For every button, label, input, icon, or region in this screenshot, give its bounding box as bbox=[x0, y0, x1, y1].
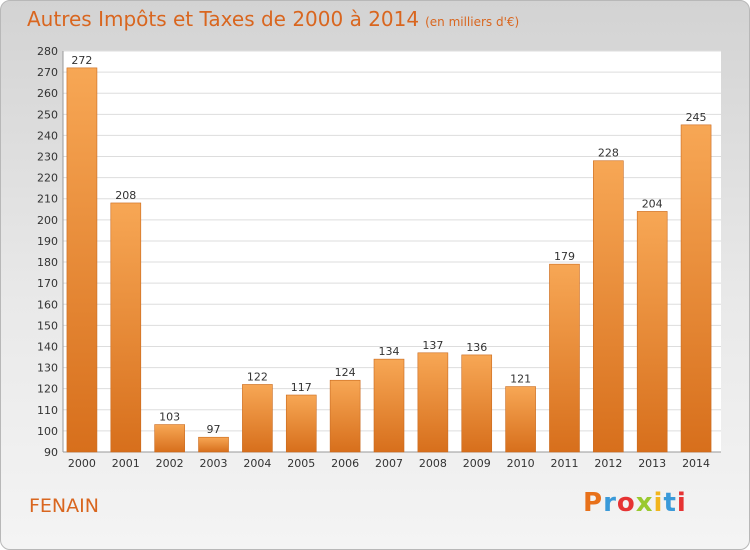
bar-value-label: 122 bbox=[247, 370, 268, 383]
y-tick-label: 100 bbox=[37, 425, 58, 438]
y-tick-label: 180 bbox=[37, 256, 58, 269]
logo-letter: x bbox=[635, 488, 654, 518]
bar-value-label: 136 bbox=[466, 341, 487, 354]
bar bbox=[549, 263, 580, 453]
y-tick-label: 120 bbox=[37, 383, 58, 396]
bar bbox=[154, 424, 185, 453]
logo-letter: i bbox=[653, 488, 664, 518]
x-tick-label: 2000 bbox=[68, 457, 96, 470]
bar-layer bbox=[66, 67, 712, 453]
bar-value-label: 124 bbox=[335, 366, 356, 379]
bar bbox=[329, 379, 361, 453]
bar bbox=[373, 358, 405, 453]
y-tick-label: 220 bbox=[37, 172, 58, 185]
bar bbox=[242, 384, 273, 453]
bar bbox=[110, 202, 142, 453]
label-layer: 90 100 110 120 130 140 150 160 170 180 190 200 210 22… bbox=[37, 45, 710, 470]
y-tick-label: 240 bbox=[37, 129, 58, 142]
bar bbox=[66, 67, 98, 453]
y-tick-label: 140 bbox=[37, 340, 58, 353]
y-tick-label: 210 bbox=[37, 193, 58, 206]
bar bbox=[417, 352, 449, 453]
y-tick-label: 280 bbox=[37, 45, 58, 58]
y-tick-label: 230 bbox=[37, 151, 58, 164]
bar bbox=[198, 436, 229, 453]
x-tick-label: 2004 bbox=[243, 457, 271, 470]
bar bbox=[285, 394, 317, 453]
y-tick-label: 160 bbox=[37, 298, 58, 311]
proxiti-logo: Proxiti bbox=[583, 488, 687, 518]
x-tick-label: 2011 bbox=[550, 457, 578, 470]
y-tick-label: 250 bbox=[37, 108, 58, 121]
bar-value-label: 103 bbox=[159, 411, 180, 424]
logo-letter: o bbox=[616, 488, 636, 518]
bar-value-label: 204 bbox=[642, 197, 663, 210]
x-tick-label: 2013 bbox=[638, 457, 666, 470]
bar-value-label: 208 bbox=[115, 189, 136, 202]
y-tick-label: 190 bbox=[37, 235, 58, 248]
place-label: FENAIN bbox=[29, 495, 99, 517]
y-tick-label: 260 bbox=[37, 87, 58, 100]
logo-letter: i bbox=[676, 488, 687, 518]
y-tick-label: 150 bbox=[37, 319, 58, 332]
bar bbox=[593, 160, 624, 453]
bar-value-label: 179 bbox=[554, 250, 575, 263]
x-tick-label: 2001 bbox=[112, 457, 140, 470]
bar-value-label: 134 bbox=[379, 345, 400, 358]
x-tick-label: 2010 bbox=[507, 457, 535, 470]
x-tick-label: 2008 bbox=[419, 457, 447, 470]
bar bbox=[461, 354, 493, 453]
bar-value-label: 97 bbox=[207, 423, 221, 436]
y-tick-label: 200 bbox=[37, 214, 58, 227]
x-tick-label: 2002 bbox=[156, 457, 184, 470]
bar-value-label: 121 bbox=[510, 373, 531, 386]
x-tick-label: 2007 bbox=[375, 457, 403, 470]
bar-value-label: 228 bbox=[598, 147, 619, 160]
bar bbox=[505, 386, 536, 453]
bar-value-label: 137 bbox=[422, 339, 443, 352]
title-text: Autres Impôts et Taxes de 2000 à 2014 bbox=[27, 7, 420, 31]
bar-value-label: 245 bbox=[686, 111, 707, 124]
x-tick-label: 2014 bbox=[682, 457, 710, 470]
y-tick-label: 270 bbox=[37, 66, 58, 79]
x-tick-label: 2006 bbox=[331, 457, 359, 470]
logo-letter: r bbox=[603, 488, 617, 518]
title-unit: (en milliers d'€) bbox=[425, 15, 520, 29]
logo-letter: t bbox=[663, 488, 677, 518]
y-tick-label: 110 bbox=[37, 404, 58, 417]
y-tick-label: 130 bbox=[37, 362, 58, 375]
x-tick-label: 2009 bbox=[463, 457, 491, 470]
x-tick-label: 2012 bbox=[594, 457, 622, 470]
bar bbox=[680, 124, 712, 453]
chart-title: Autres Impôts et Taxes de 2000 à 2014 (en… bbox=[27, 7, 519, 31]
y-tick-label: 90 bbox=[44, 446, 58, 459]
y-tick-label: 170 bbox=[37, 277, 58, 290]
bar-value-label: 272 bbox=[71, 54, 92, 67]
bar bbox=[636, 211, 668, 453]
x-tick-label: 2003 bbox=[200, 457, 228, 470]
logo-letter: P bbox=[583, 488, 604, 518]
x-tick-label: 2005 bbox=[287, 457, 315, 470]
bar-value-label: 117 bbox=[291, 381, 312, 394]
